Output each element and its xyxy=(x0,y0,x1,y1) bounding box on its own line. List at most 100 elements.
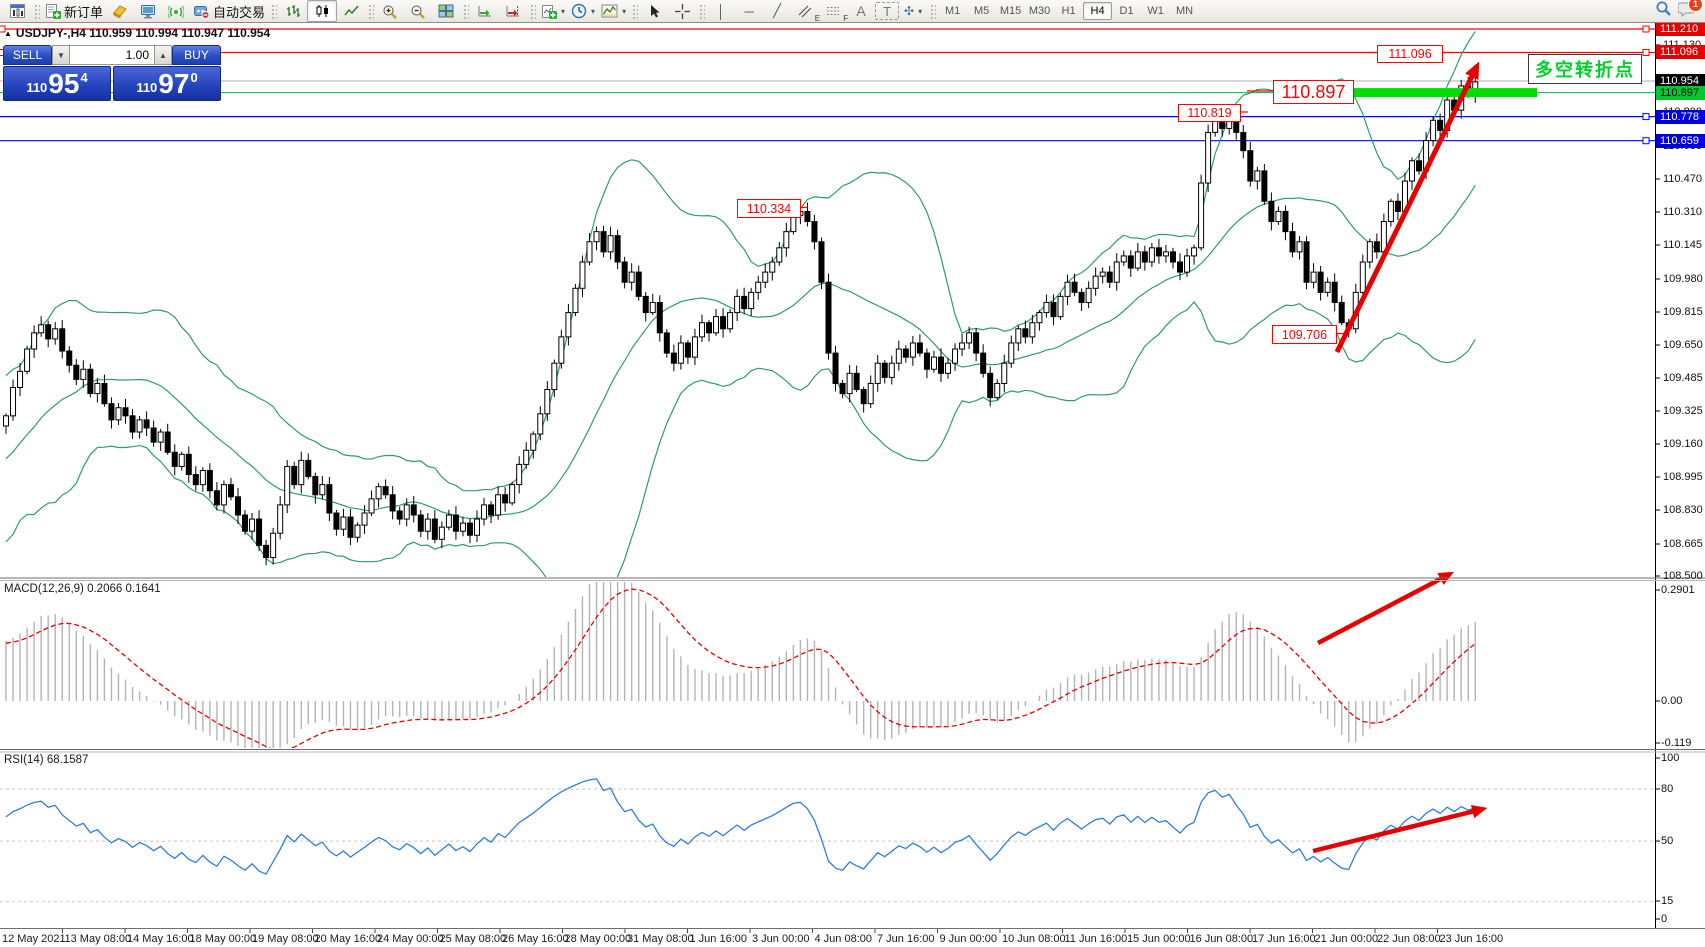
line-handle[interactable] xyxy=(0,25,6,33)
date-label: 9 Jun 00:00 xyxy=(939,933,998,945)
notifications-icon[interactable]: 1 xyxy=(1677,0,1703,22)
timeframe-button-d1[interactable]: D1 xyxy=(1119,5,1134,17)
date-label: 4 Jun 08:00 xyxy=(814,933,873,945)
price-tick-label: 109.815 xyxy=(1663,306,1703,318)
candle-body xyxy=(10,386,17,417)
auto-scroll-button[interactable] xyxy=(471,1,499,21)
candle-body xyxy=(1134,251,1141,269)
support-zone-segment[interactable] xyxy=(1352,88,1537,98)
price-level-label[interactable]: 110.819 xyxy=(1178,104,1241,122)
buy-button[interactable]: BUY xyxy=(172,45,221,65)
rsi-line xyxy=(5,778,1476,875)
date-label: 10 Jun 08:00 xyxy=(1002,933,1066,945)
candle-body xyxy=(227,484,234,498)
candle-body xyxy=(94,382,101,395)
candle-body xyxy=(452,514,459,532)
main-toolbar: 新订单 自动交易 ▾ ▾ xyxy=(0,0,1705,23)
candle-body xyxy=(579,261,586,289)
candle-body xyxy=(157,431,164,443)
volume-input[interactable]: 1.00 xyxy=(70,45,154,65)
horizontal-line-tool[interactable]: ─ xyxy=(744,3,754,19)
timeframe-button-w1[interactable]: W1 xyxy=(1147,5,1164,17)
candle-body xyxy=(382,486,389,496)
new-order-label: 新订单 xyxy=(64,4,104,20)
crosshair-tool-button[interactable] xyxy=(668,1,696,21)
timeframe-button-h4[interactable]: H4 xyxy=(1083,2,1113,20)
zoom-in-button[interactable] xyxy=(376,1,404,21)
price-level-label[interactable]: 110.334 xyxy=(737,199,801,218)
timeframe-button-m30[interactable]: M30 xyxy=(1028,5,1051,17)
candle-body xyxy=(1064,281,1071,297)
zoom-out-button[interactable] xyxy=(404,1,432,21)
price-badge-111.210: 111.210 xyxy=(1656,22,1705,36)
periods-button[interactable]: ▾ xyxy=(568,1,598,21)
timeframe-button-h1[interactable]: H1 xyxy=(1061,5,1076,17)
candle-body xyxy=(937,356,944,374)
candle-body xyxy=(1324,281,1331,293)
candle-body xyxy=(1043,301,1050,314)
timeframe-button-m5[interactable]: M5 xyxy=(973,5,990,17)
buy-price-display[interactable]: 110 97 0 xyxy=(113,66,221,101)
candle-body xyxy=(213,490,220,506)
sell-price-display[interactable]: 110 95 4 xyxy=(3,66,111,101)
trend-arrow-rsi[interactable] xyxy=(1312,805,1488,854)
styler-button[interactable] xyxy=(106,1,134,21)
candle-body xyxy=(635,271,642,297)
price-level-label[interactable]: 109.706 xyxy=(1272,325,1337,344)
timeframe-button-m15[interactable]: M15 xyxy=(999,5,1022,17)
pane-frame xyxy=(0,23,1705,933)
chart-shift-button[interactable] xyxy=(499,1,527,21)
cursor-tool-button[interactable] xyxy=(640,1,668,21)
tile-windows-button[interactable] xyxy=(432,1,460,21)
candle-body xyxy=(319,484,326,496)
sell-button[interactable]: SELL xyxy=(3,45,52,65)
timeframe-button-m1[interactable]: M1 xyxy=(944,5,961,17)
candle-body xyxy=(698,322,705,338)
candlestick-chart-button[interactable] xyxy=(307,0,338,22)
price-tick-label: 109.160 xyxy=(1663,438,1703,450)
line-handle[interactable] xyxy=(1642,25,1650,33)
templates-button[interactable]: ▾ xyxy=(598,1,629,21)
line-handle[interactable] xyxy=(1642,49,1650,56)
candle-body xyxy=(621,261,628,283)
price-level-label[interactable]: 111.096 xyxy=(1377,45,1443,63)
new-chart-button[interactable]: ▾ xyxy=(538,1,568,21)
signals-button[interactable] xyxy=(162,1,190,21)
search-icon[interactable] xyxy=(1655,0,1672,22)
candle-body xyxy=(1254,170,1261,182)
candle-body xyxy=(839,382,846,395)
volume-down-button[interactable]: ▼ xyxy=(52,45,70,65)
line-handle[interactable] xyxy=(1642,113,1650,121)
bar-chart-button[interactable] xyxy=(279,1,307,21)
candle-body xyxy=(867,382,874,405)
channel-tool[interactable]: E xyxy=(791,1,820,23)
fibonacci-tool[interactable]: F xyxy=(819,1,848,23)
line-chart-button[interactable] xyxy=(337,1,365,21)
price-level-label[interactable]: 110.897 xyxy=(1273,80,1354,104)
vertical-line-tool[interactable]: │ xyxy=(717,3,726,19)
drawn-objects[interactable] xyxy=(0,25,1650,854)
turning-point-annotation[interactable]: 多空转折点 xyxy=(1528,54,1642,84)
text-tool[interactable]: A xyxy=(856,3,866,19)
trendline-tool[interactable]: ╱ xyxy=(773,3,781,18)
trend-arrow-macd[interactable] xyxy=(1316,571,1454,645)
trend-arrow-main[interactable] xyxy=(1334,61,1480,354)
candle-body xyxy=(305,459,312,478)
timeframe-button-mn[interactable]: MN xyxy=(1176,5,1194,17)
line-handle[interactable] xyxy=(1642,137,1650,145)
candle-body xyxy=(347,516,354,538)
candle-body xyxy=(783,231,790,249)
candle-body xyxy=(706,322,712,334)
arrows-tool[interactable]: ✣ ▾ xyxy=(899,1,927,21)
text-label-tool[interactable]: T xyxy=(875,2,900,20)
autotrading-button[interactable]: 自动交易 xyxy=(190,1,268,21)
candle-body xyxy=(1169,251,1176,263)
window-icon[interactable] xyxy=(3,1,31,21)
terminal-button[interactable] xyxy=(134,1,162,21)
crosshair-icon xyxy=(674,3,690,19)
trade-panel-prices: 110 95 4 110 97 0 xyxy=(3,66,221,101)
new-order-button[interactable]: 新订单 xyxy=(42,1,106,21)
candle-body xyxy=(987,372,994,399)
volume-up-button[interactable]: ▲ xyxy=(154,45,172,65)
